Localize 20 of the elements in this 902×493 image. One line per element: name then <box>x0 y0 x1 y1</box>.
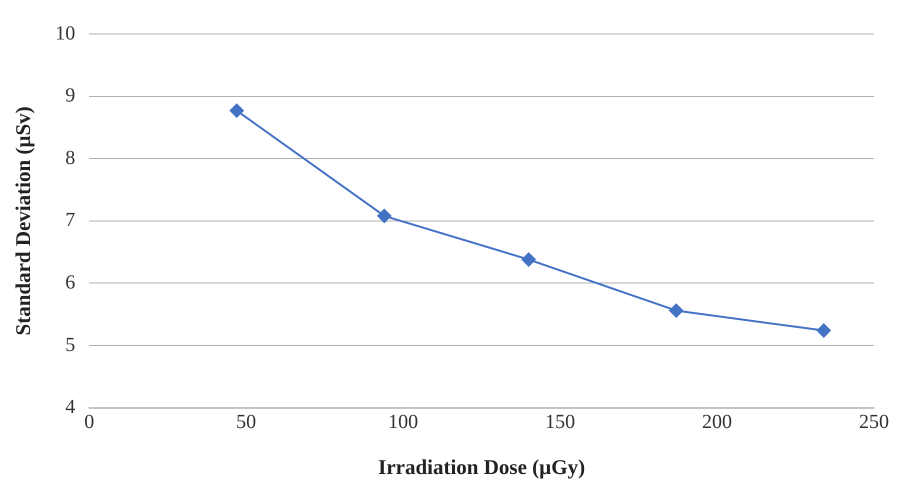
point <box>377 208 392 223</box>
point <box>816 324 831 338</box>
y-tick-label: 6 <box>65 271 76 294</box>
y-axis-title: Standard Deviation (µSv) <box>11 106 36 336</box>
y-tick-label: 8 <box>65 146 76 169</box>
point <box>522 252 536 267</box>
x-axis-title: Irradiation Dose (µGy) <box>378 454 586 479</box>
x-tick-label: 150 <box>545 411 576 434</box>
x-tick-label: 100 <box>388 411 418 434</box>
y-tick-label: 7 <box>65 209 76 232</box>
y-tick-label: 5 <box>65 334 76 356</box>
x-tick-label: 200 <box>702 411 732 434</box>
y-tick-label: 4 <box>65 396 76 418</box>
x-tick-label: 0 <box>84 411 94 434</box>
point <box>669 304 684 318</box>
y-tick-label: 9 <box>65 84 76 107</box>
point <box>230 104 244 118</box>
x-tick-label: 50 <box>236 411 256 434</box>
x-tick-label: 250 <box>859 411 889 434</box>
y-tick-label: 10 <box>55 22 76 44</box>
